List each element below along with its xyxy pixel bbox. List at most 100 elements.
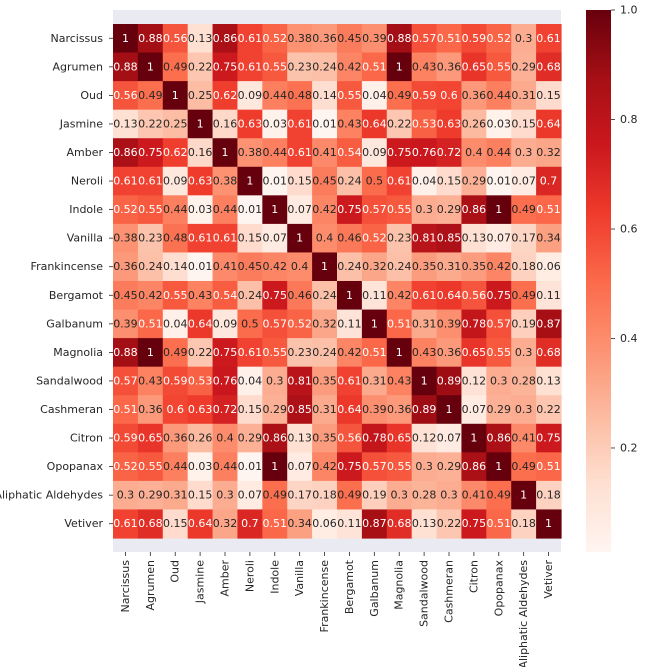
cell-value-label: 0.48: [287, 89, 312, 102]
cell-value-label: 0.15: [163, 517, 188, 530]
heatmap-cell: [386, 109, 413, 139]
heatmap-cell: [436, 366, 463, 396]
heatmap-cell: [411, 423, 438, 453]
cell-value-label: 0.51: [362, 60, 387, 73]
heatmap-cell: [386, 480, 413, 511]
cell-value-label: 0.29: [238, 432, 263, 445]
heatmap-cell: [137, 138, 164, 168]
cell-value-label: 0.15: [188, 489, 213, 502]
y-tick-label: Opopanax: [47, 460, 104, 473]
cell-value-label: 0.68: [536, 60, 561, 73]
cell-value-label: 0.64: [437, 289, 462, 302]
cell-value-label: 0.07: [487, 232, 512, 245]
cell-value-label: 0.16: [213, 117, 238, 130]
cell-value-label: 0.51: [437, 32, 462, 45]
heatmap-cell: [237, 309, 263, 339]
heatmap-cell: [137, 509, 164, 539]
heatmap-cell: [461, 480, 487, 511]
heatmap-cell: [312, 509, 338, 539]
cell-value-label: 0.24: [312, 289, 337, 302]
heatmap-cell: [237, 138, 263, 168]
cell-value-label: 0.64: [362, 117, 387, 130]
cell-value-label: 0.51: [536, 203, 561, 216]
heatmap-cell: [137, 395, 164, 425]
cell-value-label: 0.03: [188, 460, 213, 473]
x-tick-label: Agrumen: [144, 560, 157, 610]
cell-value-label: 1: [246, 175, 253, 188]
heatmap-cell: [262, 509, 288, 539]
heatmap-cell: [361, 309, 388, 339]
cell-value-label: 0.3: [490, 374, 508, 387]
cell-value-label: 1: [147, 346, 154, 359]
cell-value-label: 0.29: [138, 489, 163, 502]
cell-value-label: 0.25: [188, 89, 213, 102]
cell-value-label: 1: [421, 374, 428, 387]
cell-value-label: 0.17: [511, 232, 536, 245]
cell-value-label: 0.34: [536, 232, 561, 245]
heatmap-cell: [312, 252, 338, 282]
cell-value-label: 0.18: [511, 260, 536, 273]
cell-value-label: 0.78: [362, 432, 387, 445]
heatmap-cell: [337, 24, 363, 54]
heatmap-cell: [411, 166, 438, 196]
heatmap-cell: [162, 81, 189, 111]
cell-value-label: 0.4: [291, 260, 309, 273]
heatmap-cell: [361, 138, 388, 168]
cell-value-label: 0.5: [241, 317, 259, 330]
heatmap-cell: [361, 252, 388, 282]
cell-value-label: 0.51: [138, 317, 163, 330]
cell-value-label: 0.31: [412, 317, 437, 330]
x-tick-label: Galbanum: [368, 560, 381, 617]
heatmap-cell: [287, 166, 313, 196]
heatmap-cell: [411, 480, 438, 511]
heatmap-cell: [436, 195, 463, 225]
x-tick-label: Sandalwood: [418, 560, 431, 627]
heatmap-cell: [536, 81, 562, 111]
heatmap-cell: [287, 395, 313, 425]
heatmap-cell: [262, 395, 288, 425]
heatmap-cell: [486, 366, 512, 396]
cell-value-label: 0.42: [337, 346, 362, 359]
cell-value-label: 1: [371, 317, 378, 330]
cell-value-label: 0.24: [337, 260, 362, 273]
heatmap-cell: [162, 281, 189, 311]
cell-value-label: 0.63: [188, 403, 213, 416]
cell-value-label: 0.55: [487, 346, 512, 359]
heatmap-cell: [287, 309, 313, 339]
heatmap-cell: [212, 480, 239, 511]
cell-value-label: 0.25: [163, 117, 188, 130]
heatmap-cell: [536, 138, 562, 168]
heatmap-cell: [287, 223, 313, 254]
heatmap-cell: [511, 395, 537, 425]
cell-value-label: 0.65: [462, 346, 487, 359]
heatmap-cell: [262, 366, 288, 396]
heatmap-cell: [461, 195, 487, 225]
heatmap-cell: [262, 24, 288, 54]
heatmap-cell: [137, 452, 164, 482]
heatmap-cell: [287, 109, 313, 139]
heatmap-cell: [237, 252, 263, 282]
cell-value-label: 0.44: [163, 460, 188, 473]
heatmap-cell: [262, 81, 288, 111]
heatmap-cell: [486, 24, 512, 54]
cell-value-label: 0.15: [511, 117, 536, 130]
x-tick-labels: Narcissus Agrumen Oud Jasmine Amber Neroli Ind…: [119, 552, 555, 667]
heatmap-cell: [536, 338, 562, 368]
cell-value-label: 0.86: [113, 146, 138, 159]
heatmap-cell: [237, 452, 263, 482]
heatmap-cell: [212, 195, 239, 225]
cell-value-label: 0.03: [487, 117, 512, 130]
heatmap-cell: [361, 223, 388, 254]
cell-value-label: 0.68: [387, 517, 412, 530]
cell-value-label: 0.42: [138, 289, 163, 302]
heatmap-cell: [237, 24, 263, 54]
cell-value-label: 0.36: [163, 432, 188, 445]
cell-value-label: 0.49: [263, 489, 288, 502]
heatmap-cell: [461, 52, 487, 82]
cell-value-label: 0.01: [487, 175, 512, 188]
cell-value-label: 1: [545, 517, 552, 530]
heatmap-cell: [461, 24, 487, 54]
heatmap-cell: [237, 81, 263, 111]
cell-value-label: 0.31: [362, 374, 387, 387]
cell-value-label: 0.59: [163, 374, 188, 387]
